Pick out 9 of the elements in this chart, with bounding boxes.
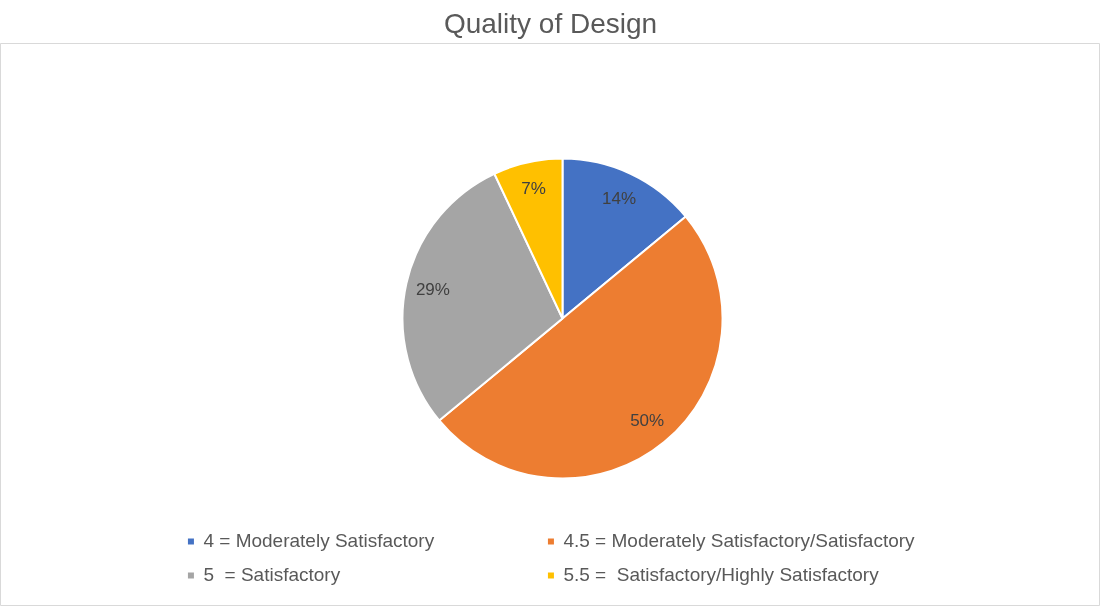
data-label: 29% (415, 280, 450, 300)
data-label: 7% (521, 179, 546, 199)
data-label: 50% (630, 411, 665, 431)
legend-label: 4.5 = Moderately Satisfactory/Satisfactory (563, 530, 915, 552)
data-label: 14% (602, 188, 637, 208)
legend-label: 4 = Moderately Satisfactory (203, 530, 436, 552)
legend-label: 5 = Satisfactory (203, 564, 342, 586)
chart-title: Quality of Design (443, 7, 658, 39)
legend-label: 5.5 = Satisfactory/Highly Satisfactory (563, 564, 880, 586)
